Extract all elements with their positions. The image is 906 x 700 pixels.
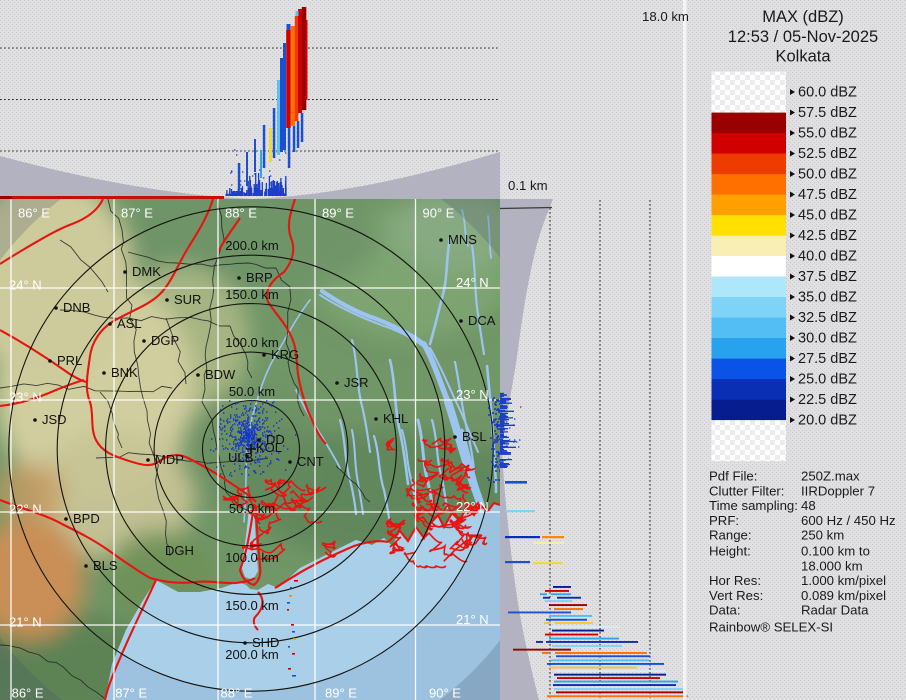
svg-text:47.5 dBZ: 47.5 dBZ (798, 187, 857, 203)
svg-text:50.0 dBZ: 50.0 dBZ (798, 167, 857, 183)
svg-text:Vert Res:: Vert Res: (709, 588, 763, 603)
svg-text:40.0 dBZ: 40.0 dBZ (798, 249, 857, 265)
svg-text:Pdf File:: Pdf File: (709, 469, 757, 484)
svg-text:86° E: 86° E (18, 206, 50, 221)
svg-text:86° E: 86° E (12, 686, 44, 700)
svg-text:35.0 dBZ: 35.0 dBZ (798, 290, 857, 306)
svg-text:DCA: DCA (468, 313, 496, 328)
svg-text:IIRDoppler 7: IIRDoppler 7 (801, 483, 875, 498)
svg-text:0.089 km/pixel: 0.089 km/pixel (801, 588, 886, 603)
svg-text:50.0 km: 50.0 km (229, 384, 275, 399)
svg-text:37.5 dBZ: 37.5 dBZ (798, 269, 857, 285)
svg-text:250 km: 250 km (801, 528, 844, 543)
svg-text:DMK: DMK (132, 264, 161, 279)
svg-text:18.0 km: 18.0 km (642, 9, 689, 24)
svg-text:SUR: SUR (174, 292, 201, 307)
svg-text:42.5 dBZ: 42.5 dBZ (798, 228, 857, 244)
svg-text:88° E: 88° E (221, 686, 253, 700)
svg-text:22° N: 22° N (456, 499, 489, 514)
svg-text:45.0 dBZ: 45.0 dBZ (798, 208, 857, 224)
svg-text:32.5 dBZ: 32.5 dBZ (798, 310, 857, 326)
svg-text:25.0 dBZ: 25.0 dBZ (798, 372, 857, 388)
svg-text:Height:: Height: (709, 544, 751, 559)
svg-text:PRF:: PRF: (709, 513, 739, 528)
svg-text:90° E: 90° E (423, 206, 455, 221)
svg-text:150.0 km: 150.0 km (225, 598, 278, 613)
svg-text:ASL: ASL (117, 316, 142, 331)
svg-text:200.0 km: 200.0 km (225, 647, 278, 662)
svg-text:88° E: 88° E (225, 206, 257, 221)
svg-text:BSL: BSL (462, 429, 487, 444)
svg-text:87° E: 87° E (121, 206, 153, 221)
svg-text:JSD: JSD (42, 412, 67, 427)
svg-text:100.0 km: 100.0 km (225, 335, 278, 350)
svg-text:Time sampling:: Time sampling: (709, 498, 798, 513)
svg-text:200.0 km: 200.0 km (225, 238, 278, 253)
svg-text:21° N: 21° N (9, 615, 42, 630)
svg-text:DGP: DGP (151, 333, 179, 348)
svg-text:22.5 dBZ: 22.5 dBZ (798, 392, 857, 408)
svg-text:87° E: 87° E (115, 686, 147, 700)
svg-text:12:53 / 05-Nov-2025: 12:53 / 05-Nov-2025 (728, 28, 878, 46)
svg-text:23° N: 23° N (9, 390, 42, 405)
svg-text:89° E: 89° E (325, 686, 357, 700)
svg-text:BRP: BRP (246, 270, 273, 285)
svg-text:DD: DD (266, 432, 285, 447)
svg-text:Data:: Data: (709, 603, 741, 618)
svg-text:89° E: 89° E (322, 206, 354, 221)
svg-text:BPD: BPD (73, 511, 100, 526)
svg-text:KRG: KRG (271, 347, 299, 362)
svg-text:90° E: 90° E (429, 686, 461, 700)
svg-text:24° N: 24° N (456, 275, 489, 290)
svg-text:Radar Data: Radar Data (801, 603, 869, 618)
svg-text:52.5 dBZ: 52.5 dBZ (798, 146, 857, 162)
svg-text:JSR: JSR (344, 375, 369, 390)
svg-text:23° N: 23° N (456, 387, 489, 402)
svg-text:30.0 dBZ: 30.0 dBZ (798, 331, 857, 347)
svg-text:600 Hz / 450 Hz: 600 Hz / 450 Hz (801, 513, 896, 528)
svg-text:0.1 km: 0.1 km (508, 178, 548, 193)
svg-text:MNS: MNS (448, 232, 477, 247)
svg-text:24° N: 24° N (9, 278, 42, 293)
svg-text:BDW: BDW (205, 367, 236, 382)
svg-text:1.000 km/pixel: 1.000 km/pixel (801, 573, 886, 588)
svg-text:48: 48 (801, 498, 816, 513)
svg-text:ULB: ULB (228, 450, 253, 465)
svg-text:Range:: Range: (709, 528, 752, 543)
svg-text:60.0 dBZ: 60.0 dBZ (798, 85, 857, 101)
svg-text:CNT: CNT (297, 454, 324, 469)
svg-text:BNK: BNK (111, 365, 138, 380)
svg-text:Rainbow® SELEX-SI: Rainbow® SELEX-SI (709, 620, 833, 635)
svg-text:PRL: PRL (57, 353, 82, 368)
svg-text:DGH: DGH (165, 543, 194, 558)
svg-text:100.0 km: 100.0 km (225, 550, 278, 565)
svg-text:27.5 dBZ: 27.5 dBZ (798, 351, 857, 367)
svg-text:250Z.max: 250Z.max (801, 469, 860, 484)
svg-text:0.100 km to: 0.100 km to (801, 544, 870, 559)
svg-text:SHD: SHD (252, 635, 279, 650)
svg-text:KOL: KOL (256, 440, 282, 455)
svg-text:21° N: 21° N (456, 612, 489, 627)
svg-text:Hor Res:: Hor Res: (709, 573, 761, 588)
svg-text:Kolkata: Kolkata (775, 48, 831, 66)
svg-text:150.0 km: 150.0 km (225, 287, 278, 302)
svg-text:20.0 dBZ: 20.0 dBZ (798, 413, 857, 429)
svg-text:55.0 dBZ: 55.0 dBZ (798, 126, 857, 142)
svg-text:BLS: BLS (93, 558, 118, 573)
svg-text:18.000 km: 18.000 km (801, 558, 863, 573)
svg-text:MDP: MDP (155, 452, 184, 467)
svg-text:22° N: 22° N (9, 502, 42, 517)
svg-text:57.5 dBZ: 57.5 dBZ (798, 105, 857, 121)
svg-text:MAX (dBZ): MAX (dBZ) (762, 8, 844, 26)
svg-text:Clutter Filter:: Clutter Filter: (709, 483, 784, 498)
svg-text:50.0 km: 50.0 km (229, 501, 275, 516)
svg-text:KHL: KHL (383, 411, 408, 426)
svg-text:DNB: DNB (63, 300, 90, 315)
